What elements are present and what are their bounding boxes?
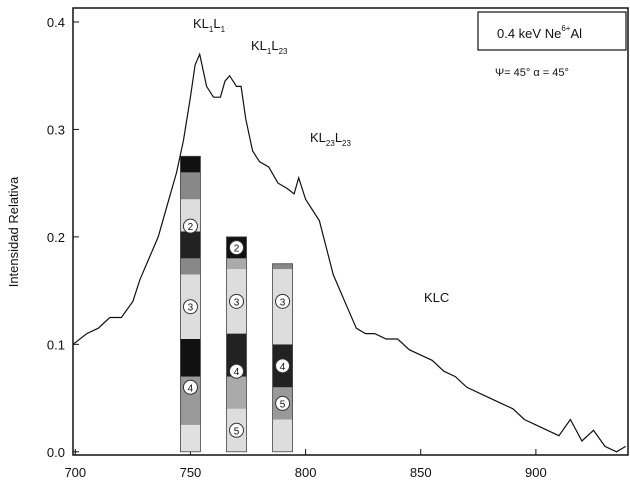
bar-outline — [180, 155, 201, 453]
bar-label-circle — [275, 395, 291, 411]
x-tick-label: 750 — [180, 465, 202, 480]
bar-label: 3 — [234, 297, 240, 308]
annotation: KL1L23 — [251, 38, 288, 56]
bar-label: 5 — [280, 399, 286, 410]
bar-outline — [226, 236, 247, 453]
y-tick-label: 0.1 — [47, 337, 65, 352]
bar-segment — [226, 258, 247, 270]
bar-outline — [272, 263, 293, 453]
legend-box — [477, 11, 627, 51]
bar-label-circle — [182, 379, 198, 395]
bar-label: 3 — [280, 297, 286, 308]
y-axis-label: Intensidad Relativa — [6, 176, 21, 287]
y-tick-label: 0.2 — [47, 230, 65, 245]
bar-label: 4 — [234, 367, 240, 378]
bar-label: 4 — [188, 383, 194, 394]
annotation: KL23L23 — [310, 130, 351, 148]
bar-segment — [180, 424, 201, 452]
bar-label: 2 — [188, 222, 194, 233]
y-tick-label: 0.4 — [47, 15, 65, 30]
bar-label-circle — [275, 293, 291, 309]
legend-angles: Ψ= 45° α = 45° — [495, 67, 569, 79]
bar-label-circle — [275, 358, 291, 374]
x-tick-label: 800 — [295, 465, 317, 480]
annotation: KLC — [424, 290, 449, 305]
bar-label-circle — [182, 299, 198, 315]
bar-label: 2 — [234, 244, 240, 255]
x-tick-label: 850 — [410, 465, 432, 480]
bar-label: 3 — [188, 303, 194, 314]
bar-label-circle — [229, 363, 245, 379]
bar-segment — [272, 419, 293, 452]
annotation: KL1L1 — [193, 16, 226, 34]
bar-segment — [180, 156, 201, 173]
bar-label-circle — [229, 422, 245, 438]
bar-segment — [180, 258, 201, 275]
bar-segment — [180, 338, 201, 377]
spectrum-line — [72, 52, 627, 453]
bar-segment — [180, 172, 201, 200]
y-tick-label: 0.0 — [47, 445, 65, 460]
bar-label-circle — [182, 218, 198, 234]
y-tick-label: 0.3 — [47, 122, 65, 137]
bar-label: 5 — [234, 426, 240, 437]
x-tick-label: 900 — [525, 465, 547, 480]
bar-label-circle — [229, 240, 245, 256]
legend-text: 0.4 keV Ne6+Al — [497, 24, 582, 41]
bar-segment — [226, 376, 247, 409]
bar-label: 4 — [280, 362, 286, 373]
x-tick-label: 700 — [64, 465, 86, 480]
bar-segment — [180, 231, 201, 259]
bar-segment — [272, 263, 293, 270]
bar-label-circle — [229, 293, 245, 309]
plot-frame — [72, 7, 629, 456]
